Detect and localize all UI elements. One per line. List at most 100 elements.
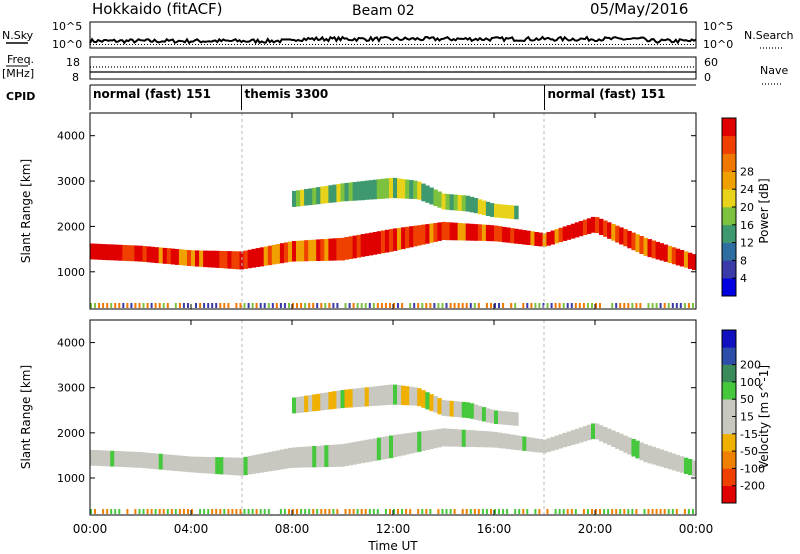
backscatter-cell — [259, 247, 265, 267]
ground-scatter-cell — [356, 303, 359, 308]
ground-scatter-cell — [643, 509, 646, 514]
ground-scatter-cell — [227, 303, 230, 308]
ground-scatter-cell — [324, 303, 327, 308]
backscatter-cell — [473, 224, 479, 241]
backscatter-cell — [348, 182, 354, 201]
ground-scatter-cell — [469, 303, 472, 308]
backscatter-cell — [312, 446, 317, 468]
backscatter-cell — [409, 180, 414, 199]
ground-scatter-cell — [481, 509, 484, 514]
backscatter-cell — [485, 431, 491, 448]
ground-scatter-cell — [191, 509, 193, 514]
backscatter-cell — [296, 447, 301, 468]
backscatter-cell — [506, 433, 511, 450]
backscatter-cell — [562, 432, 568, 448]
ground-scatter-cell — [158, 303, 161, 308]
backscatter-cell — [473, 430, 479, 448]
backscatter-cell — [437, 428, 442, 448]
backscatter-cell — [364, 233, 370, 257]
ground-scatter-cell — [106, 509, 109, 514]
backscatter-cell — [558, 227, 564, 243]
velocity-colorbar-title: Velocity [m s^-1] — [757, 365, 771, 469]
ground-scatter-cell — [292, 303, 294, 308]
backscatter-cell — [526, 437, 531, 452]
y-tick-label: 2000 — [57, 427, 85, 440]
backscatter-cell — [150, 453, 156, 469]
ground-scatter-cell — [421, 509, 424, 514]
backscatter-cell — [469, 430, 475, 447]
ground-scatter-cell — [591, 509, 593, 514]
backscatter-cell — [90, 449, 95, 466]
backscatter-cell — [397, 178, 402, 199]
backscatter-cell — [413, 180, 418, 199]
backscatter-cell — [211, 250, 216, 268]
ground-scatter-cell — [195, 303, 197, 308]
backscatter-cell — [570, 430, 576, 445]
nave-label: Nave — [760, 64, 788, 77]
ground-scatter-cell — [558, 509, 561, 514]
ground-scatter-cell — [114, 303, 117, 308]
ground-scatter-cell — [651, 303, 654, 308]
ground-scatter-cell — [130, 303, 133, 308]
ground-scatter-cell — [611, 303, 614, 308]
ground-scatter-cell — [356, 509, 359, 514]
ground-scatter-cell — [239, 509, 242, 514]
backscatter-cell — [393, 228, 398, 251]
backscatter-cell — [514, 435, 519, 450]
backscatter-cell — [530, 437, 535, 452]
backscatter-cell — [158, 453, 164, 470]
ground-scatter-cell — [586, 303, 589, 308]
ground-scatter-cell — [582, 303, 585, 308]
backscatter-cell — [425, 392, 430, 410]
ground-scatter-cell — [178, 303, 181, 308]
backscatter-cell — [546, 231, 551, 246]
backscatter-cell — [304, 446, 309, 468]
freq-tick-high: 18 — [66, 56, 80, 69]
backscatter-cell — [328, 391, 333, 410]
backscatter-cell — [316, 239, 321, 261]
backscatter-cell — [255, 248, 261, 267]
ground-scatter-cell — [465, 303, 468, 308]
backscatter-cell — [526, 230, 531, 245]
ground-scatter-cell — [288, 509, 290, 514]
backscatter-cell — [639, 442, 644, 461]
backscatter-cell — [324, 185, 329, 204]
ground-scatter-cell — [372, 303, 375, 308]
backscatter-cell — [441, 193, 446, 210]
ground-scatter-cell — [518, 509, 521, 514]
ground-scatter-cell — [530, 303, 533, 308]
backscatter-cell — [267, 452, 273, 472]
backscatter-cell — [453, 222, 459, 241]
ground-scatter-cell — [591, 303, 593, 308]
ground-scatter-cell — [578, 303, 581, 308]
backscatter-cell — [384, 178, 390, 199]
x-tick-label: 16:00 — [477, 522, 512, 536]
backscatter-cell — [223, 251, 228, 269]
backscatter-cell — [591, 423, 596, 440]
ground-scatter-cell — [170, 509, 173, 514]
backscatter-cell — [376, 385, 382, 406]
backscatter-cell — [635, 440, 640, 459]
ground-scatter-cell — [687, 303, 690, 308]
backscatter-cell — [191, 456, 196, 473]
ground-scatter-cell — [566, 303, 569, 308]
backscatter-cell — [627, 437, 632, 455]
ground-scatter-cell — [461, 303, 464, 308]
y-tick-label: 4000 — [57, 130, 85, 143]
backscatter-cell — [522, 436, 527, 451]
ground-scatter-cell — [675, 303, 678, 308]
backscatter-cell — [692, 254, 697, 271]
ground-scatter-cell — [453, 509, 456, 514]
backscatter-cell — [425, 224, 430, 244]
ground-scatter-cell — [526, 509, 529, 514]
backscatter-cell — [352, 442, 358, 465]
backscatter-cell — [170, 248, 176, 265]
ground-scatter-cell — [667, 509, 670, 514]
backscatter-cell — [429, 394, 434, 412]
backscatter-cell — [582, 219, 588, 235]
power-ylabel: Slant Range [km] — [19, 159, 33, 263]
ground-scatter-cell — [663, 509, 666, 514]
ground-scatter-cell — [279, 303, 282, 308]
ground-scatter-cell — [566, 509, 569, 514]
backscatter-cell — [247, 456, 253, 475]
